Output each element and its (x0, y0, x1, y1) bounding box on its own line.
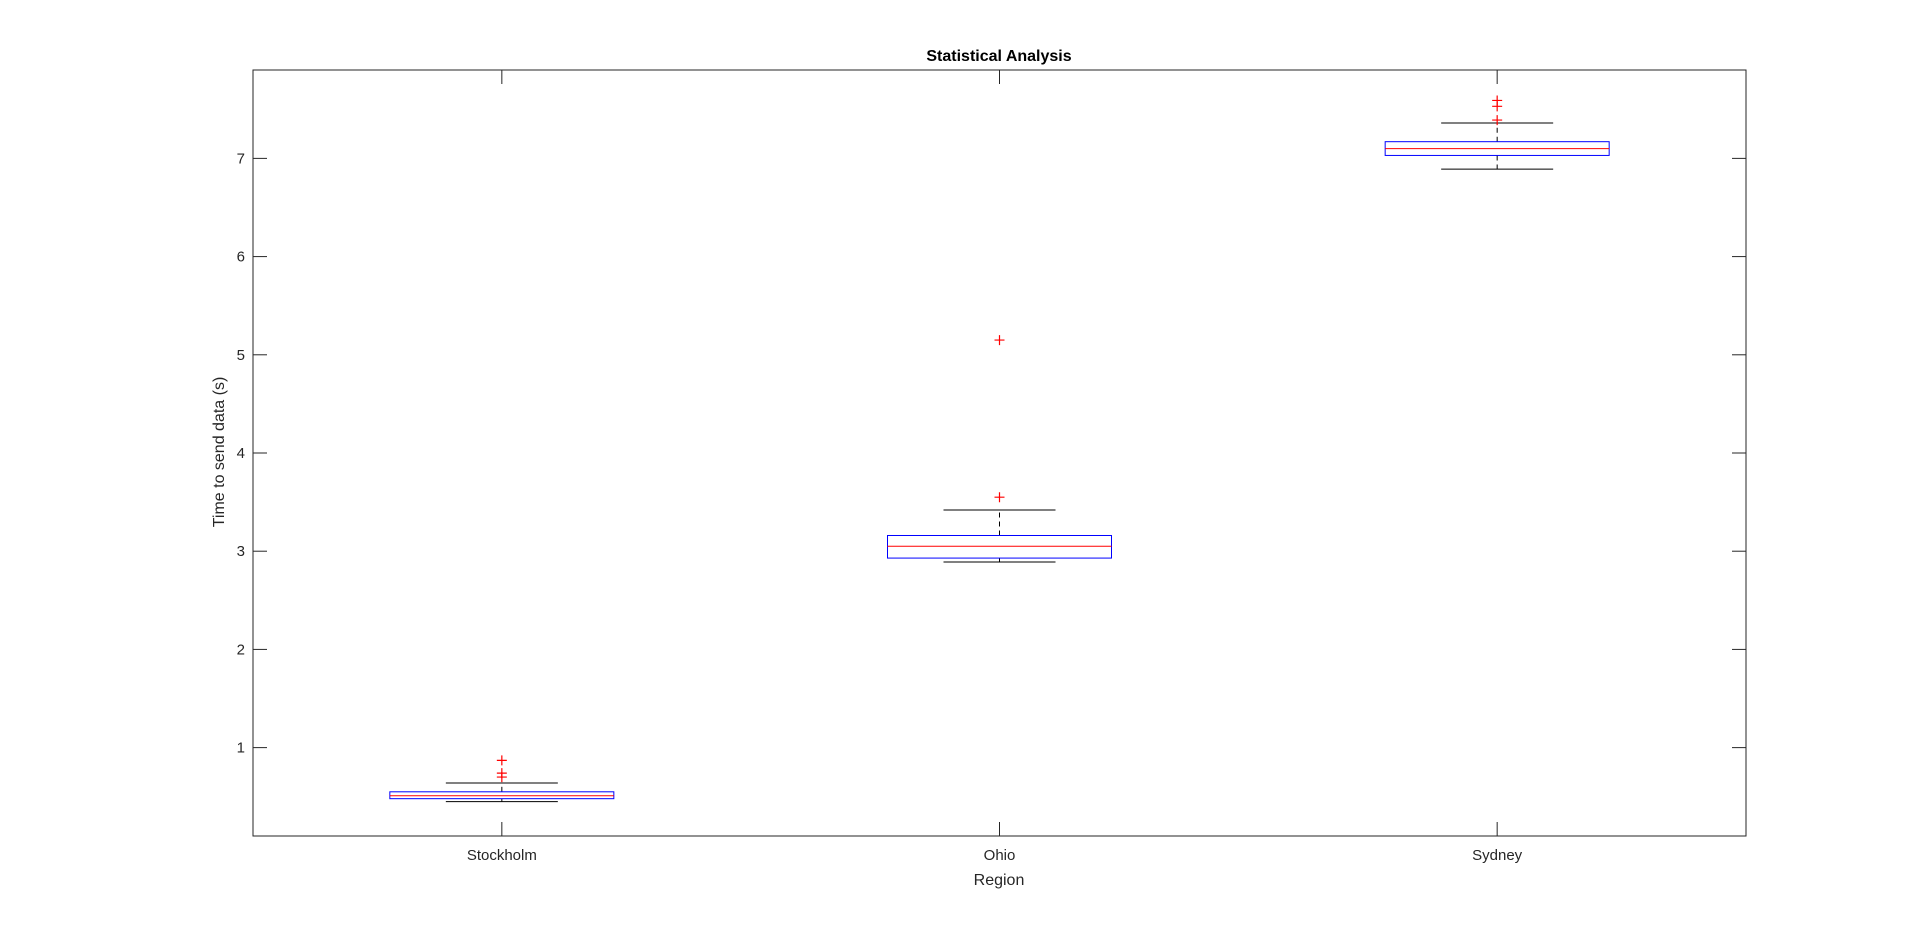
y-tick-label: 7 (237, 150, 245, 167)
y-axis-label: Time to send data (s) (211, 377, 228, 528)
y-tick-label: 1 (237, 740, 245, 757)
x-tick-label: Ohio (984, 847, 1016, 864)
outlier-marker (496, 772, 507, 783)
outlier-marker (1492, 115, 1503, 126)
x-axis-label: Region (974, 872, 1025, 889)
outlier-marker (994, 335, 1005, 346)
y-tick-label: 3 (237, 543, 245, 560)
y-tick-label: 2 (237, 641, 245, 658)
plot-area: 1 2 3 4 5 6 7 Stockholm Ohio Sydney (237, 69, 1747, 864)
outlier-marker (496, 755, 507, 766)
y-tick-label: 6 (237, 249, 245, 266)
y-tick-label: 5 (237, 347, 245, 364)
y-tick-label: 4 (237, 445, 245, 462)
x-tick-label: Sydney (1472, 847, 1523, 864)
chart-title: Statistical Analysis (926, 48, 1071, 65)
outlier-marker (1492, 95, 1503, 106)
outlier-marker (994, 492, 1005, 503)
x-tick-label: Stockholm (467, 847, 537, 864)
